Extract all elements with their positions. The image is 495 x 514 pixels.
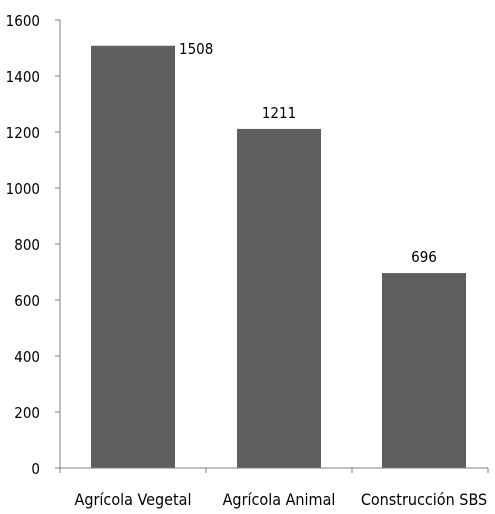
y-tick-label: 400 xyxy=(14,348,40,366)
data-label: 1508 xyxy=(179,40,213,58)
y-tick-label: 200 xyxy=(14,404,40,422)
bar xyxy=(237,129,321,468)
y-tick-label: 1000 xyxy=(6,180,40,198)
y-tick-label: 600 xyxy=(14,292,40,310)
data-label: 696 xyxy=(411,248,437,266)
category-label: Agrícola Vegetal xyxy=(75,490,192,509)
bar xyxy=(382,273,466,468)
category-labels: Agrícola Vegetal Agrícola Animal Construcc… xyxy=(75,490,488,509)
y-tick-label: 1600 xyxy=(6,12,40,30)
data-label: 1211 xyxy=(262,104,296,122)
y-tick-label: 1400 xyxy=(6,68,40,86)
y-tick-label: 1200 xyxy=(6,124,40,142)
category-label: Construcción SBS xyxy=(361,490,487,509)
bar xyxy=(91,46,175,468)
y-tick-label: 800 xyxy=(14,236,40,254)
y-tick-label: 0 xyxy=(31,460,40,478)
category-label: Agrícola Animal xyxy=(223,490,336,509)
